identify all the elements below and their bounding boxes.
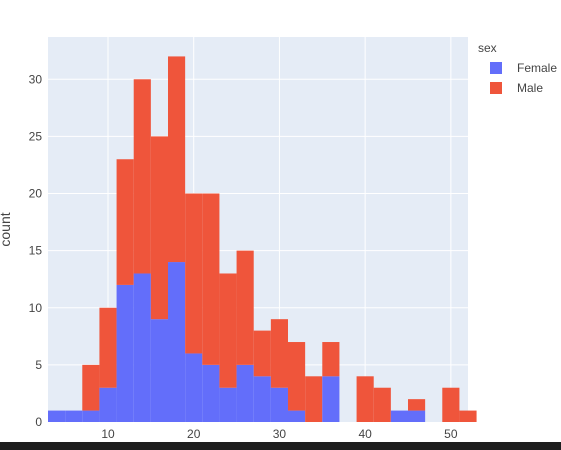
x-tick-label: 10 (101, 427, 115, 441)
y-tick-label: 10 (29, 301, 43, 315)
bar-female[interactable] (150, 319, 168, 422)
x-tick-label: 50 (444, 427, 458, 441)
y-tick-label: 30 (29, 72, 43, 86)
bars (48, 56, 477, 422)
bar-male[interactable] (459, 410, 477, 422)
y-tick-label: 0 (35, 415, 42, 429)
taskbar-strip (0, 442, 561, 450)
legend-swatch-male (490, 82, 502, 94)
bar-male[interactable] (150, 136, 168, 320)
bar-female[interactable] (133, 273, 151, 422)
bar-male[interactable] (408, 399, 426, 411)
y-tick-label: 20 (29, 187, 43, 201)
bar-male[interactable] (373, 387, 391, 422)
bar-female[interactable] (322, 376, 340, 422)
bar-male[interactable] (82, 364, 100, 411)
bar-female[interactable] (288, 410, 306, 422)
bar-male[interactable] (99, 307, 117, 388)
x-tick-label: 20 (187, 427, 201, 441)
y-tick-label: 25 (29, 129, 43, 143)
bar-male[interactable] (116, 159, 134, 285)
y-axis-title: count (0, 212, 13, 246)
bar-female[interactable] (185, 353, 203, 422)
bar-female[interactable] (390, 410, 408, 422)
legend-title: sex (478, 41, 497, 55)
x-tick-label: 40 (358, 427, 372, 441)
bar-female[interactable] (219, 387, 237, 422)
bar-male[interactable] (305, 376, 323, 422)
bar-male[interactable] (185, 193, 203, 354)
bar-male[interactable] (322, 342, 340, 377)
bar-male[interactable] (270, 319, 288, 388)
bar-male[interactable] (288, 342, 306, 411)
bar-female[interactable] (99, 387, 117, 422)
legend-label-female: Female (517, 61, 557, 75)
bar-female[interactable] (236, 364, 254, 422)
legend-swatch-female (490, 62, 502, 74)
y-tick-label: 5 (35, 358, 42, 372)
bar-female[interactable] (408, 410, 426, 422)
bar-female[interactable] (270, 387, 288, 422)
bar-female[interactable] (202, 364, 220, 422)
bar-male[interactable] (168, 56, 186, 263)
bar-female[interactable] (116, 284, 134, 422)
x-tick-label: 30 (273, 427, 287, 441)
bar-male[interactable] (236, 250, 254, 365)
bar-male[interactable] (356, 376, 374, 422)
bar-male[interactable] (219, 273, 237, 388)
bar-male[interactable] (442, 387, 460, 422)
legend-label-male: Male (517, 81, 543, 95)
bar-male[interactable] (202, 193, 220, 365)
axis-ticks: 0 5 10 15 20 25 30 10 20 30 40 50 (29, 72, 458, 441)
bar-female[interactable] (82, 410, 100, 422)
legend[interactable]: sex Female Male (478, 41, 557, 95)
y-tick-label: 15 (29, 244, 43, 258)
bar-female[interactable] (168, 262, 186, 422)
bar-female[interactable] (48, 410, 66, 422)
bar-female[interactable] (253, 376, 271, 422)
bar-male[interactable] (253, 330, 271, 377)
bar-male[interactable] (133, 79, 151, 274)
bar-female[interactable] (65, 410, 83, 422)
